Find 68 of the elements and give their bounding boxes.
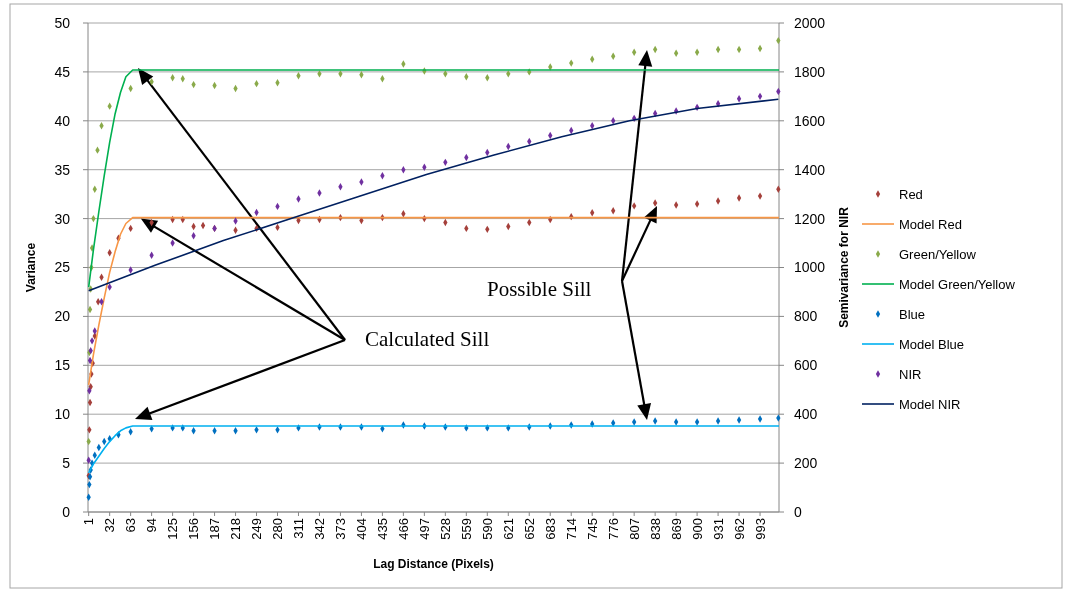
- legend-label: Model Blue: [899, 336, 965, 352]
- legend-label: Model Green/Yellow: [899, 276, 1016, 292]
- legend-label: Model Red: [899, 216, 962, 232]
- y-tick-label: 20: [54, 308, 71, 325]
- x-tick-label: 900: [689, 518, 705, 540]
- x-tick-label: 466: [395, 518, 411, 540]
- legend-label: Model NIR: [899, 396, 961, 412]
- x-tick-label: 621: [500, 518, 516, 540]
- x-tick-label: 962: [731, 518, 747, 540]
- annotation: Possible Sill: [487, 277, 592, 301]
- x-tick-label: 807: [626, 518, 642, 540]
- x-tick-label: 993: [752, 518, 768, 540]
- y-tick-label: 40: [54, 112, 71, 129]
- x-tick-label: 683: [542, 518, 558, 540]
- x-tick-label: 311: [290, 518, 306, 539]
- x-tick-label: 559: [458, 518, 474, 540]
- y2-tick-label: 400: [794, 406, 818, 423]
- y-tick-label: 35: [54, 161, 71, 178]
- x-tick-label: 94: [144, 518, 160, 533]
- y-tick-label: 30: [54, 210, 71, 227]
- y2-tick-label: 600: [794, 357, 818, 374]
- legend-label: NIR: [899, 366, 922, 382]
- y2-tick-label: 200: [794, 455, 818, 471]
- y2-tick-label: 1600: [794, 112, 826, 129]
- y-tick-label: 25: [54, 259, 71, 276]
- x-tick-label: 218: [228, 518, 244, 540]
- y-tick-label: 5: [62, 455, 71, 471]
- y-axis-title: Variance: [24, 242, 38, 293]
- x-tick-label: 187: [207, 518, 223, 540]
- legend-label: Blue: [899, 306, 926, 322]
- x-tick-label: 156: [186, 518, 202, 540]
- y2-tick-label: 0: [794, 503, 802, 520]
- x-tick-label: 528: [437, 518, 453, 540]
- x-tick-label: 249: [249, 518, 265, 540]
- x-tick-label: 1: [81, 518, 97, 526]
- annotation: Calculated Sill: [365, 327, 490, 351]
- x-tick-label: 63: [123, 518, 139, 533]
- x-tick-label: 590: [479, 518, 495, 540]
- x-tick-label: 652: [521, 518, 537, 540]
- x-tick-label: 373: [332, 518, 348, 540]
- y2-tick-label: 800: [794, 308, 818, 325]
- x-tick-label: 435: [374, 518, 390, 540]
- x-tick-label: 869: [668, 518, 684, 540]
- legend-label: Red: [899, 186, 923, 202]
- x-tick-label: 931: [710, 518, 726, 540]
- y-tick-label: 15: [54, 357, 71, 374]
- y2-tick-label: 1000: [794, 259, 826, 276]
- y2-axis-title: Semivariance for NIR: [837, 206, 851, 328]
- x-tick-label: 714: [563, 518, 579, 540]
- x-tick-label: 776: [605, 518, 621, 540]
- y-tick-label: 45: [54, 63, 71, 80]
- y2-tick-label: 2000: [794, 14, 826, 31]
- x-tick-label: 32: [102, 518, 118, 533]
- y2-tick-label: 1400: [794, 161, 826, 178]
- x-tick-label: 497: [416, 518, 432, 540]
- x-tick-label: 838: [647, 518, 663, 540]
- x-tick-label: 125: [165, 518, 181, 540]
- legend-label: Green/Yellow: [899, 246, 977, 262]
- x-tick-label: 745: [584, 518, 600, 540]
- x-tick-label: 404: [353, 518, 369, 540]
- x-tick-label: 280: [270, 518, 285, 540]
- y2-tick-label: 1200: [794, 210, 826, 227]
- x-axis-title: Lag Distance (Pixels): [373, 557, 494, 571]
- y2-tick-label: 1800: [794, 63, 826, 80]
- y-tick-label: 50: [54, 14, 71, 31]
- y-tick-label: 0: [62, 503, 71, 520]
- x-tick-label: 342: [311, 518, 327, 540]
- y-tick-label: 10: [54, 406, 71, 423]
